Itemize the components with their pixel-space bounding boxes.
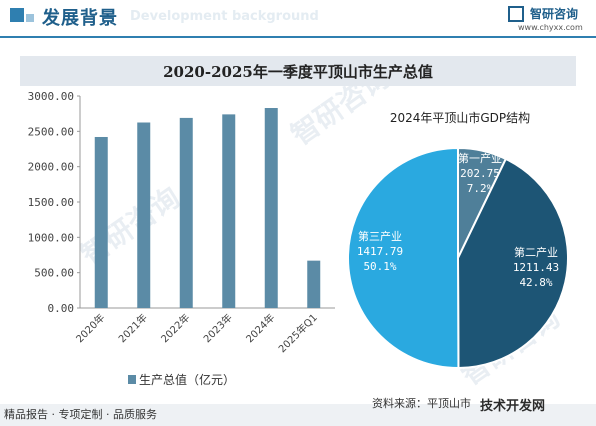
- pie-slice-value: 202.75: [460, 167, 500, 180]
- section-title: 发展背景: [42, 8, 118, 29]
- bar: [137, 122, 151, 308]
- x-tick-label: 2024年: [243, 311, 277, 345]
- section-subtitle-watermark: Development background: [130, 9, 319, 24]
- y-tick-label: 0.00: [48, 302, 75, 315]
- chart-title: 2020-2025年一季度平顶山市生产总值: [163, 63, 433, 81]
- chart-title-bar: 2020-2025年一季度平顶山市生产总值: [20, 56, 576, 86]
- y-tick-label: 2500.00: [28, 125, 74, 138]
- bar: [222, 114, 236, 308]
- watermark-text: 智研咨询: [75, 180, 186, 271]
- x-tick-label: 2022年: [158, 311, 192, 345]
- header-divider: [0, 36, 596, 38]
- x-tick-label: 2023年: [201, 311, 235, 345]
- y-tick-label: 1500.00: [28, 196, 74, 209]
- pie-slice-name: 第二产业: [514, 245, 558, 259]
- footer-bar: [0, 404, 596, 426]
- bar: [179, 117, 193, 308]
- y-tick-label: 2000.00: [28, 161, 74, 174]
- bar: [307, 260, 321, 308]
- y-tick-label: 1000.00: [28, 231, 74, 244]
- header: 发展背景 Development background 智研咨询 www.chy…: [0, 0, 596, 36]
- brand-url: www.chyxx.com: [518, 23, 583, 32]
- pie-slice-name: 第一产业: [458, 151, 502, 165]
- pie-slice-name: 第三产业: [358, 229, 402, 243]
- legend-label: 生产总值（亿元）: [139, 372, 235, 387]
- pie-slice: [346, 146, 460, 369]
- y-tick-label: 3000.00: [28, 90, 74, 103]
- source-overlay-text: 技术开发网: [480, 399, 546, 414]
- source-note: 资料来源：平顶山市: [372, 397, 471, 410]
- pie-slice-value: 1211.43: [513, 261, 559, 274]
- legend-swatch: [128, 375, 136, 384]
- pie-title: 2024年平顶山市GDP结构: [390, 110, 530, 125]
- chart-area: 智研咨询智研咨询智研咨询0.00500.001000.001500.002000…: [28, 86, 569, 392]
- brand-name: 智研咨询: [530, 7, 579, 21]
- y-tick-label: 500.00: [34, 267, 74, 280]
- pie-slice-percent: 42.8%: [519, 276, 552, 289]
- header-small-square-icon: [26, 14, 34, 22]
- x-tick-label: 2020年: [73, 311, 107, 345]
- pie-slice-percent: 7.2%: [467, 182, 494, 195]
- header-square-icon: [10, 8, 24, 22]
- pie-slice-value: 1417.79: [357, 245, 403, 258]
- bar: [94, 136, 108, 308]
- bar: [264, 108, 278, 308]
- x-tick-label: 2021年: [116, 311, 150, 345]
- brand-logo-icon: [508, 6, 524, 22]
- footer-tagline: 精品报告 · 专项定制 · 品质服务: [4, 408, 157, 421]
- pie-slice-percent: 50.1%: [363, 260, 396, 273]
- pie-slice: [456, 157, 569, 370]
- watermark-text: 智研咨询: [285, 86, 396, 152]
- x-tick-label: 2025年Q1: [276, 311, 320, 355]
